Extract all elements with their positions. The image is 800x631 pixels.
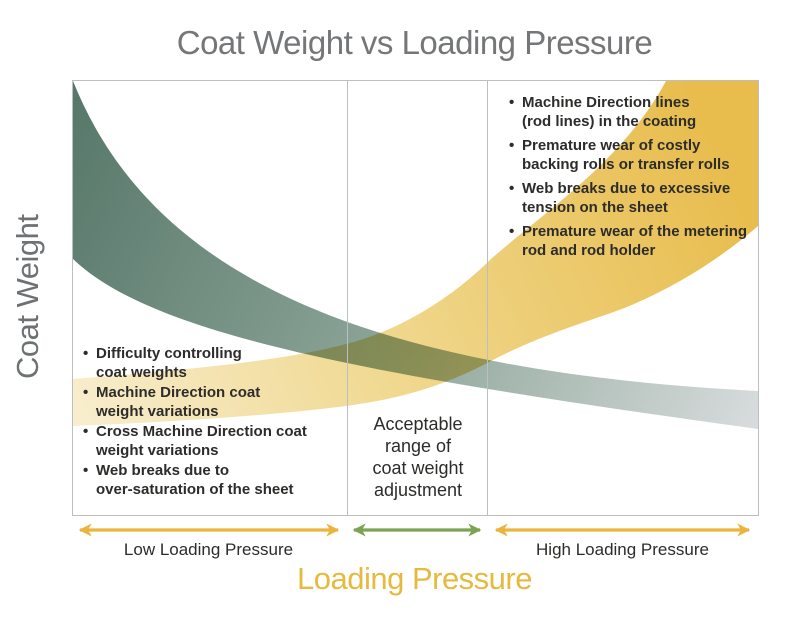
bullet-item: Premature wear of costly backing rolls o… [509,136,764,174]
low-pressure-consequences-list: Difficulty controlling coat weightsMachi… [83,344,338,500]
low-pressure-zone-label: Low Loading Pressure [123,540,294,559]
zone-divider-left [347,81,348,515]
high-pressure-zone-label: High Loading Pressure [536,540,709,559]
bullet-item: Machine Direction coat weight variations [83,383,338,421]
zone-divider-right [487,81,488,515]
high-pressure-consequences-list: Machine Direction lines (rod lines) in t… [509,93,764,265]
y-axis-label: Coat Weight [10,214,45,380]
x-axis-label: Loading Pressure [297,561,533,596]
bullet-item: Premature wear of the metering rod and r… [509,222,764,260]
plot-area: Difficulty controlling coat weightsMachi… [72,80,759,516]
acceptable-range-label: Acceptable range of coat weight adjustme… [372,414,464,500]
bullet-item: Difficulty controlling coat weights [83,344,338,382]
bullet-item: Cross Machine Direction coat weight vari… [83,422,338,460]
bullet-item: Web breaks due to over-saturation of the… [83,461,338,499]
zone-arrows [78,523,751,537]
chart-title: Coat Weight vs Loading Pressure [176,24,653,61]
bullet-item: Machine Direction lines (rod lines) in t… [509,93,764,131]
bullet-item: Web breaks due to excessive tension on t… [509,179,764,217]
